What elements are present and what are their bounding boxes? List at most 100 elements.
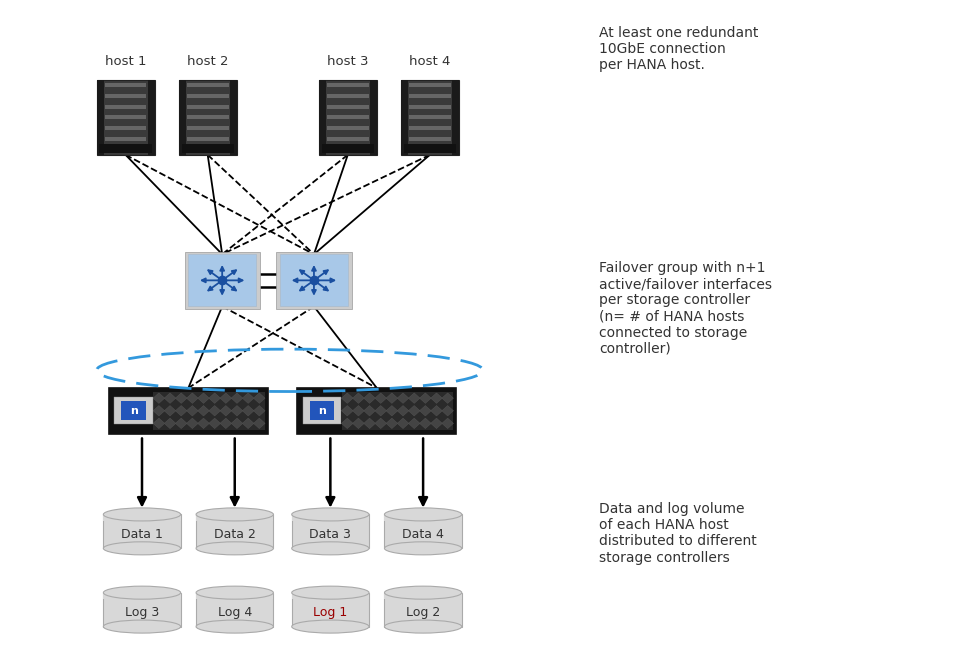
Polygon shape [341, 393, 353, 404]
FancyBboxPatch shape [292, 593, 369, 627]
Ellipse shape [196, 586, 273, 599]
Polygon shape [375, 406, 386, 416]
Polygon shape [231, 418, 242, 428]
FancyBboxPatch shape [121, 401, 146, 421]
Polygon shape [441, 393, 453, 404]
FancyBboxPatch shape [104, 94, 147, 98]
Polygon shape [253, 418, 265, 428]
FancyBboxPatch shape [401, 80, 459, 155]
FancyBboxPatch shape [97, 80, 103, 155]
FancyBboxPatch shape [104, 115, 147, 119]
FancyBboxPatch shape [186, 126, 229, 130]
Text: n: n [129, 406, 137, 416]
Ellipse shape [384, 508, 462, 521]
FancyBboxPatch shape [179, 80, 237, 155]
FancyBboxPatch shape [276, 252, 352, 309]
FancyBboxPatch shape [303, 397, 341, 424]
FancyBboxPatch shape [196, 593, 273, 627]
Polygon shape [198, 393, 210, 404]
FancyBboxPatch shape [292, 514, 369, 521]
Polygon shape [419, 393, 431, 404]
Text: host 3: host 3 [327, 55, 368, 68]
Polygon shape [220, 406, 232, 416]
Polygon shape [209, 418, 220, 428]
Text: Data 3: Data 3 [309, 528, 352, 541]
FancyBboxPatch shape [319, 80, 326, 155]
Ellipse shape [196, 542, 273, 555]
FancyBboxPatch shape [196, 593, 273, 599]
FancyBboxPatch shape [188, 254, 256, 306]
FancyBboxPatch shape [327, 115, 369, 119]
FancyBboxPatch shape [292, 593, 369, 599]
Text: host 1: host 1 [105, 55, 146, 68]
Polygon shape [209, 393, 220, 404]
Polygon shape [409, 418, 420, 428]
Polygon shape [375, 418, 386, 428]
Polygon shape [186, 406, 198, 416]
Ellipse shape [384, 542, 462, 555]
FancyBboxPatch shape [115, 397, 153, 424]
FancyBboxPatch shape [103, 514, 181, 521]
Polygon shape [364, 393, 376, 404]
Polygon shape [153, 406, 164, 416]
Text: Log 2: Log 2 [406, 606, 440, 619]
FancyBboxPatch shape [104, 147, 147, 151]
Polygon shape [386, 418, 398, 428]
Polygon shape [441, 406, 453, 416]
FancyBboxPatch shape [230, 80, 237, 155]
Ellipse shape [196, 508, 273, 521]
Ellipse shape [103, 508, 181, 521]
Text: Failover group with n+1
active/failover interfaces
per storage controller
(n= # : Failover group with n+1 active/failover … [599, 261, 772, 356]
FancyBboxPatch shape [182, 144, 234, 153]
FancyBboxPatch shape [409, 83, 451, 87]
Ellipse shape [196, 620, 273, 633]
FancyBboxPatch shape [99, 144, 152, 153]
Polygon shape [209, 406, 220, 416]
Ellipse shape [384, 620, 462, 633]
Polygon shape [364, 406, 376, 416]
Text: Data and log volume
of each HANA host
distributed to different
storage controlle: Data and log volume of each HANA host di… [599, 502, 756, 565]
Ellipse shape [103, 542, 181, 555]
FancyBboxPatch shape [148, 80, 155, 155]
FancyBboxPatch shape [384, 514, 462, 521]
FancyBboxPatch shape [103, 593, 181, 627]
Ellipse shape [292, 542, 369, 555]
Ellipse shape [384, 586, 462, 599]
Polygon shape [231, 393, 242, 404]
FancyBboxPatch shape [186, 147, 229, 151]
Polygon shape [186, 393, 198, 404]
Text: Log 3: Log 3 [125, 606, 159, 619]
FancyBboxPatch shape [404, 144, 456, 153]
Text: Data 2: Data 2 [213, 528, 256, 541]
Polygon shape [176, 418, 187, 428]
Polygon shape [409, 406, 420, 416]
FancyBboxPatch shape [186, 83, 229, 87]
FancyBboxPatch shape [103, 593, 181, 599]
Polygon shape [153, 418, 164, 428]
Text: n: n [318, 406, 326, 416]
FancyBboxPatch shape [327, 83, 369, 87]
FancyBboxPatch shape [292, 514, 369, 548]
FancyBboxPatch shape [104, 83, 147, 87]
Polygon shape [353, 418, 364, 428]
FancyBboxPatch shape [327, 105, 369, 108]
FancyBboxPatch shape [280, 254, 348, 306]
FancyBboxPatch shape [327, 126, 369, 130]
FancyBboxPatch shape [104, 105, 147, 108]
FancyBboxPatch shape [342, 392, 453, 430]
FancyBboxPatch shape [103, 514, 181, 548]
Ellipse shape [292, 620, 369, 633]
FancyBboxPatch shape [384, 593, 462, 599]
FancyBboxPatch shape [108, 388, 269, 434]
FancyBboxPatch shape [409, 115, 451, 119]
FancyBboxPatch shape [384, 514, 462, 548]
Text: host 2: host 2 [187, 55, 228, 68]
FancyBboxPatch shape [327, 137, 369, 141]
FancyBboxPatch shape [384, 593, 462, 627]
FancyBboxPatch shape [104, 126, 147, 130]
FancyBboxPatch shape [309, 401, 334, 421]
Polygon shape [431, 418, 442, 428]
Polygon shape [441, 418, 453, 428]
Polygon shape [176, 406, 187, 416]
Polygon shape [397, 418, 409, 428]
